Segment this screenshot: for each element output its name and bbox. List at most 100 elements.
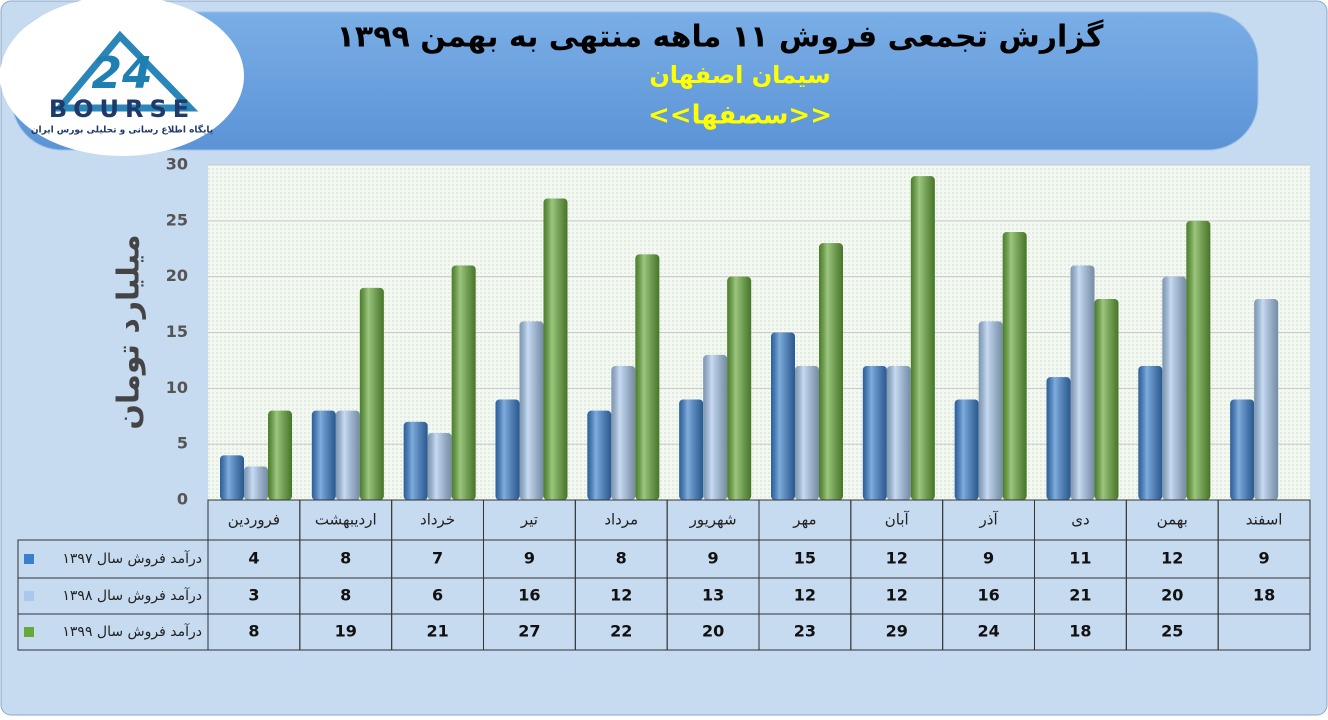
y-tick-label: 0 (177, 490, 188, 509)
logo-text: BOURSE (49, 95, 195, 123)
x-tick-label: خرداد (420, 511, 455, 529)
bar (220, 455, 244, 500)
x-tick-label: بهمن (1157, 511, 1188, 529)
bar (727, 276, 752, 500)
bar (451, 265, 476, 500)
bar (886, 366, 911, 500)
table-value: 25 (1161, 622, 1183, 641)
table-value: 27 (518, 622, 540, 641)
bar (611, 366, 636, 500)
x-tick-label: دی (1071, 511, 1089, 529)
table-value: 24 (977, 622, 999, 641)
chart-title: گزارش تجمعی فروش ۱۱ ماهه منتهی به بهمن ۱… (337, 19, 1104, 55)
bar (703, 354, 728, 500)
bar (819, 243, 843, 500)
table-value: 4 (248, 549, 259, 568)
bar (587, 410, 612, 500)
x-tick-label: اردیبهشت (315, 511, 377, 529)
bar (1254, 299, 1279, 500)
x-tick-label: مرداد (604, 511, 638, 529)
table-value: 19 (335, 622, 357, 641)
bar (427, 433, 452, 500)
table-value: 29 (886, 622, 908, 641)
legend-swatch (24, 554, 34, 564)
table-value: 23 (794, 622, 816, 641)
bar (1094, 299, 1119, 500)
bar (268, 410, 292, 500)
table-value: 8 (340, 549, 351, 568)
bar (795, 366, 819, 500)
table-value: 9 (524, 549, 535, 568)
bar (1230, 399, 1255, 500)
table-value: 9 (1259, 549, 1270, 568)
y-tick-label: 25 (166, 210, 188, 229)
table-cell (1217, 613, 1311, 651)
table-value: 11 (1069, 549, 1091, 568)
table-value: 22 (610, 622, 632, 641)
table-value: 7 (432, 549, 443, 568)
legend-label: درآمد فروش سال ۱۳۹۷ (62, 550, 202, 567)
table-value: 12 (1161, 549, 1183, 568)
table-value: 3 (248, 586, 259, 605)
table-value: 16 (518, 586, 540, 605)
bar (335, 410, 360, 500)
x-tick-label: آبان (885, 511, 910, 529)
bar (679, 399, 704, 500)
bar (1138, 366, 1163, 500)
legend-label: درآمد فروش سال ۱۳۹۹ (62, 623, 202, 640)
bar (359, 287, 384, 500)
table-value: 12 (886, 549, 908, 568)
table-value: 9 (708, 549, 719, 568)
logo-tagline: پایگاه اطلاع رسانی و تحلیلی بورس ایران (31, 124, 213, 136)
bar (635, 254, 660, 500)
table-value: 8 (248, 622, 259, 641)
y-tick-label: 30 (166, 155, 188, 174)
legend-label: درآمد فروش سال ۱۳۹۸ (62, 587, 202, 604)
bar (519, 321, 544, 500)
table-value: 21 (426, 622, 448, 641)
y-tick-label: 20 (166, 266, 188, 285)
table-value: 18 (1069, 622, 1091, 641)
table-value: 8 (340, 586, 351, 605)
x-tick-label: اسفند (1246, 511, 1283, 529)
bar (954, 399, 979, 500)
bar (1002, 232, 1027, 500)
table-value: 18 (1253, 586, 1275, 605)
bar (543, 198, 568, 500)
table-value: 20 (1161, 586, 1183, 605)
y-tick-label: 15 (166, 322, 188, 341)
y-tick-label: 10 (166, 378, 188, 397)
bar (403, 421, 428, 500)
table-value: 9 (983, 549, 994, 568)
legend-swatch (24, 591, 34, 601)
y-axis-label: میلیارد تومان (112, 234, 147, 429)
table-value: 21 (1069, 586, 1091, 605)
x-tick-label: مهر (792, 511, 816, 529)
bar (978, 321, 1003, 500)
logo-bg (0, 0, 244, 156)
table-value: 13 (702, 586, 724, 605)
bar (1186, 220, 1211, 501)
symbol: <<سصفها>> (648, 101, 832, 131)
table-value: 8 (616, 549, 627, 568)
table-value: 20 (702, 622, 724, 641)
bar (771, 332, 795, 500)
bar (1046, 377, 1071, 500)
bar (910, 176, 935, 500)
logo-shape (52, 30, 199, 112)
table-value: 6 (432, 586, 443, 605)
x-tick-label: آذر (979, 511, 999, 529)
table-value: 16 (977, 586, 999, 605)
chart-subtitle: سیمان اصفهان (649, 61, 830, 89)
x-tick-label: شهریور (689, 511, 737, 529)
logo-number: 24 (91, 48, 152, 99)
table-value: 12 (610, 586, 632, 605)
x-tick-label: تیر (520, 511, 538, 529)
bar (495, 399, 520, 500)
bar (862, 366, 887, 500)
table-value: 15 (794, 549, 816, 568)
bar (311, 410, 336, 500)
bar (1070, 265, 1095, 500)
table-value: 12 (794, 586, 816, 605)
